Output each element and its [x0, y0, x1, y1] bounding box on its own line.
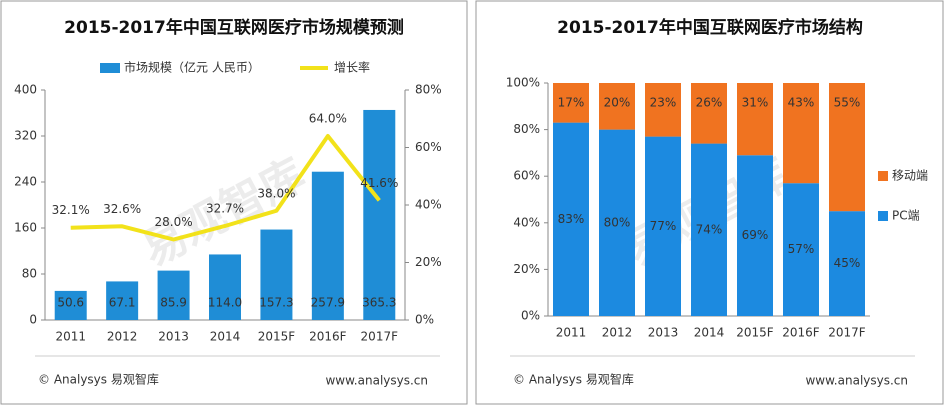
x-tick-label: 2012 [602, 326, 633, 340]
bar-segment [599, 129, 635, 316]
y2-tick-label: 80% [415, 83, 442, 97]
x-tick-label: 2016F [309, 330, 347, 344]
legend-swatch [878, 171, 888, 181]
data-label: 67.1 [109, 296, 136, 310]
y-tick-label: 20% [513, 262, 540, 276]
y-tick-label: 80% [513, 122, 540, 136]
data-label: 17% [558, 96, 585, 110]
bar-segment [645, 83, 681, 137]
data-label: 69% [742, 228, 769, 242]
y-tick-label: 0 [29, 313, 37, 327]
data-label: 157.3 [259, 296, 293, 310]
source: © Analysys 易观智库 [513, 372, 634, 387]
y2-tick-label: 60% [415, 140, 442, 154]
data-label: 41.6% [360, 176, 398, 190]
bar [311, 171, 344, 320]
data-label: 85.9 [160, 296, 187, 310]
y2-tick-label: 0% [415, 313, 434, 327]
data-label: 23% [650, 96, 677, 110]
legend-label: 移动端 [892, 169, 928, 183]
bar-segment [691, 83, 727, 144]
legend-swatch [100, 63, 120, 73]
data-label: 32.1% [52, 203, 90, 217]
data-label: 257.9 [311, 296, 345, 310]
data-label: 114.0 [208, 296, 242, 310]
x-tick-label: 2013 [648, 326, 679, 340]
data-label: 77% [650, 219, 677, 233]
data-label: 74% [696, 222, 723, 236]
data-label: 28.0% [155, 215, 193, 229]
bar-segment [829, 83, 865, 212]
url: www.analysys.cn [805, 374, 908, 388]
y2-tick-label: 40% [415, 198, 442, 212]
data-label: 32.7% [206, 201, 244, 215]
chart-title: 2015-2017年中国互联网医疗市场结构 [557, 17, 863, 38]
bar-segment [783, 183, 819, 316]
y-tick-label: 240 [14, 175, 37, 189]
y-tick-label: 320 [14, 129, 37, 143]
y-tick-label: 0% [521, 309, 540, 323]
bar [157, 270, 190, 320]
bar [54, 290, 87, 320]
data-label: 57% [788, 242, 815, 256]
bar-segment [783, 83, 819, 184]
data-label: 20% [604, 96, 631, 110]
bar [363, 109, 396, 320]
bar-segment [599, 83, 635, 130]
y-tick-label: 160 [14, 221, 37, 235]
data-label: 26% [696, 96, 723, 110]
x-tick-label: 2017F [828, 326, 866, 340]
x-tick-label: 2015F [258, 330, 296, 344]
url: www.analysys.cn [325, 374, 428, 388]
legend-label: PC端 [892, 209, 920, 223]
bar-segment [737, 155, 773, 316]
data-label: 64.0% [309, 112, 347, 126]
x-tick-label: 2011 [55, 330, 86, 344]
data-label: 38.0% [257, 186, 295, 200]
chart-title: 2015-2017年中国互联网医疗市场规模预测 [64, 17, 404, 38]
x-tick-label: 2015F [736, 326, 774, 340]
y-tick-label: 100% [506, 76, 540, 90]
x-tick-label: 2017F [361, 330, 399, 344]
data-label: 365.3 [362, 296, 396, 310]
bar-segment [737, 83, 773, 156]
data-label: 80% [604, 215, 631, 229]
bar-segment [553, 122, 589, 316]
bar [209, 254, 241, 320]
bar-segment [829, 211, 865, 316]
data-label: 50.6 [57, 296, 84, 310]
bar [106, 281, 139, 320]
y2-tick-label: 20% [415, 255, 442, 269]
y-tick-label: 80 [22, 267, 37, 281]
x-tick-label: 2014 [210, 330, 241, 344]
bar-segment [691, 143, 727, 316]
y-tick-label: 400 [14, 83, 37, 97]
x-tick-label: 2013 [158, 330, 189, 344]
bar-segment [553, 83, 589, 123]
data-label: 55% [834, 96, 861, 110]
data-label: 45% [834, 256, 861, 270]
x-tick-label: 2012 [107, 330, 138, 344]
bar-segment [645, 136, 681, 316]
legend-label: 增长率 [334, 60, 370, 75]
legend-label: 市场规模（亿元 人民币） [124, 60, 260, 75]
data-label: 31% [742, 96, 769, 110]
source: © Analysys 易观智库 [38, 372, 159, 387]
x-tick-label: 2011 [556, 326, 587, 340]
data-label: 83% [558, 212, 585, 226]
x-tick-label: 2014 [694, 326, 725, 340]
legend-swatch [878, 211, 888, 221]
y-tick-label: 40% [513, 215, 540, 229]
line [70, 134, 381, 242]
data-label: 43% [788, 96, 815, 110]
x-tick-label: 2016F [782, 326, 820, 340]
bar [260, 229, 293, 320]
y-tick-label: 60% [513, 169, 540, 183]
data-label: 32.6% [103, 202, 141, 216]
